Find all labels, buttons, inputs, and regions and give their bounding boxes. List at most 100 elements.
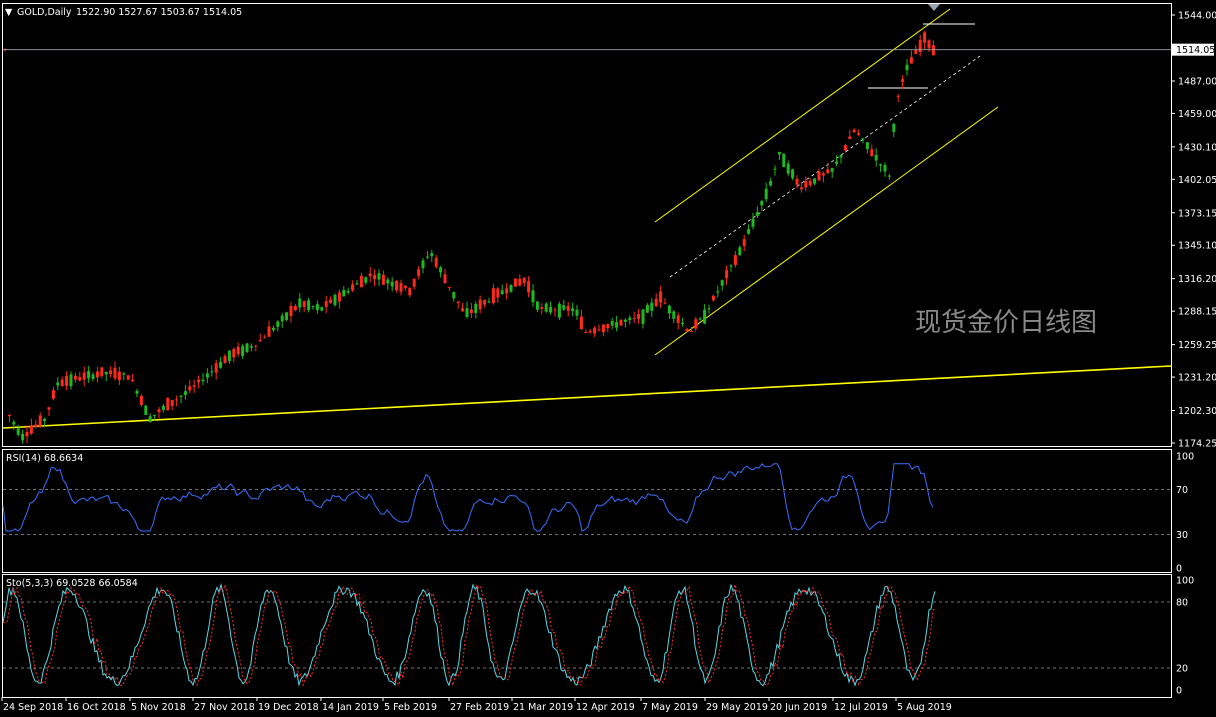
sto-main-line	[2, 582, 936, 687]
candle-body	[637, 313, 641, 319]
candle-body	[839, 155, 843, 158]
candle-body	[500, 290, 504, 295]
candle-body	[443, 274, 447, 284]
candle-body	[597, 329, 601, 331]
candle-body	[795, 179, 799, 185]
date-tick-label: 7 May 2019	[642, 702, 698, 713]
candle-body	[663, 302, 667, 304]
candle-body	[843, 145, 847, 151]
sto-panel-frame	[2, 574, 1172, 698]
price-tick-label: 1459.00	[1178, 109, 1216, 120]
rsi-line	[2, 463, 934, 532]
candle-body	[557, 303, 561, 318]
candle-body	[628, 317, 632, 321]
sto-tick-label: 0	[1176, 686, 1182, 697]
trendlines	[2, 8, 1172, 429]
candle-body	[799, 187, 803, 190]
candle-body	[918, 40, 922, 53]
candle-body	[346, 290, 350, 293]
candle-body	[60, 379, 64, 387]
candle-body	[113, 367, 117, 379]
candle-body	[122, 373, 126, 375]
date-tick-label: 27 Feb 2019	[450, 702, 509, 713]
date-tick-label: 5 Feb 2019	[384, 702, 437, 713]
candle-body	[280, 315, 284, 322]
candle-body	[786, 163, 790, 174]
candle-body	[553, 309, 557, 311]
candle-body	[593, 327, 597, 334]
candle-body	[34, 424, 38, 427]
rsi-plot: 100 70 30 0	[2, 452, 1194, 575]
candle-body	[892, 123, 896, 132]
channel-lower-line	[654, 106, 999, 356]
candle-body	[263, 337, 267, 339]
channel-upper-line	[654, 8, 951, 223]
candle-body	[755, 212, 759, 216]
candle-body	[518, 278, 522, 286]
candle-body	[575, 309, 579, 316]
candle-body	[276, 321, 280, 327]
candle-body	[615, 322, 619, 328]
candle-body	[571, 308, 575, 312]
candle-body	[456, 301, 460, 304]
candle-body	[311, 306, 315, 308]
candle-body	[241, 346, 245, 356]
candle-body	[430, 253, 434, 257]
candle-body	[857, 133, 861, 135]
candle-body	[258, 339, 262, 342]
date-tick-label: 5 Aug 2019	[897, 702, 952, 713]
candle-body	[412, 278, 416, 287]
candle-body	[654, 298, 658, 307]
price-tick-label: 1487.00	[1178, 76, 1216, 87]
date-tick-label: 24 Sep 2018	[3, 702, 63, 713]
candle-body	[170, 400, 174, 406]
price-tick-label: 1316.20	[1178, 274, 1216, 285]
candle-body	[324, 301, 328, 307]
rsi-panel-frame	[2, 449, 1172, 573]
candle-body	[527, 281, 531, 293]
candle-body	[830, 168, 834, 172]
rsi-tick-label: 70	[1176, 485, 1188, 496]
candle-body	[205, 373, 209, 378]
candle-body	[729, 265, 733, 267]
candle-body	[879, 164, 883, 166]
candle-body	[135, 390, 139, 394]
candle-body	[227, 350, 231, 362]
date-tick-label: 29 May 2019	[706, 702, 768, 713]
price-tick-label: 1174.25	[1178, 439, 1216, 450]
candle-body	[315, 304, 319, 311]
candle-body	[496, 288, 500, 298]
date-tick-label: 12 Jul 2019	[834, 702, 888, 713]
symbol-label: GOLD,Daily	[17, 7, 72, 18]
candle-body	[509, 284, 513, 292]
candle-body	[681, 322, 685, 325]
candle-body	[606, 323, 610, 329]
sto-plot: 100 80 20 0	[2, 576, 1194, 697]
candle-body	[813, 178, 817, 184]
price-panel-frame	[2, 3, 1172, 447]
candle-body	[368, 273, 372, 277]
candle-body	[78, 376, 82, 381]
candle-body	[474, 303, 478, 314]
candle-body	[610, 320, 614, 326]
candle-body	[659, 291, 663, 303]
candle-body	[161, 405, 165, 410]
candle-body	[905, 64, 909, 71]
sto-signal-line	[3, 582, 936, 687]
date-tick-label: 16 Oct 2018	[67, 702, 126, 713]
sto-tick-label: 20	[1176, 664, 1188, 675]
rsi-tick-label: 30	[1176, 530, 1188, 541]
date-tick-label: 20 Jun 2019	[770, 702, 827, 713]
candle-body	[210, 371, 214, 373]
candle-body	[333, 294, 337, 306]
candle-body	[782, 153, 786, 168]
candle-body	[139, 395, 143, 405]
candle-body	[874, 154, 878, 161]
candle-body	[21, 433, 25, 441]
collapse-triangle-icon[interactable]: ▼	[5, 7, 13, 18]
price-axis: 1544.00 1487.00 1459.00 1430.10 1402.05 1373.…	[3, 4, 1216, 450]
price-tick-label: 1259.25	[1178, 340, 1216, 351]
date-axis: 24 Sep 2018 16 Oct 2018 5 Nov 2018 27 Nov 2…	[1, 697, 952, 713]
candle-body	[73, 375, 77, 380]
